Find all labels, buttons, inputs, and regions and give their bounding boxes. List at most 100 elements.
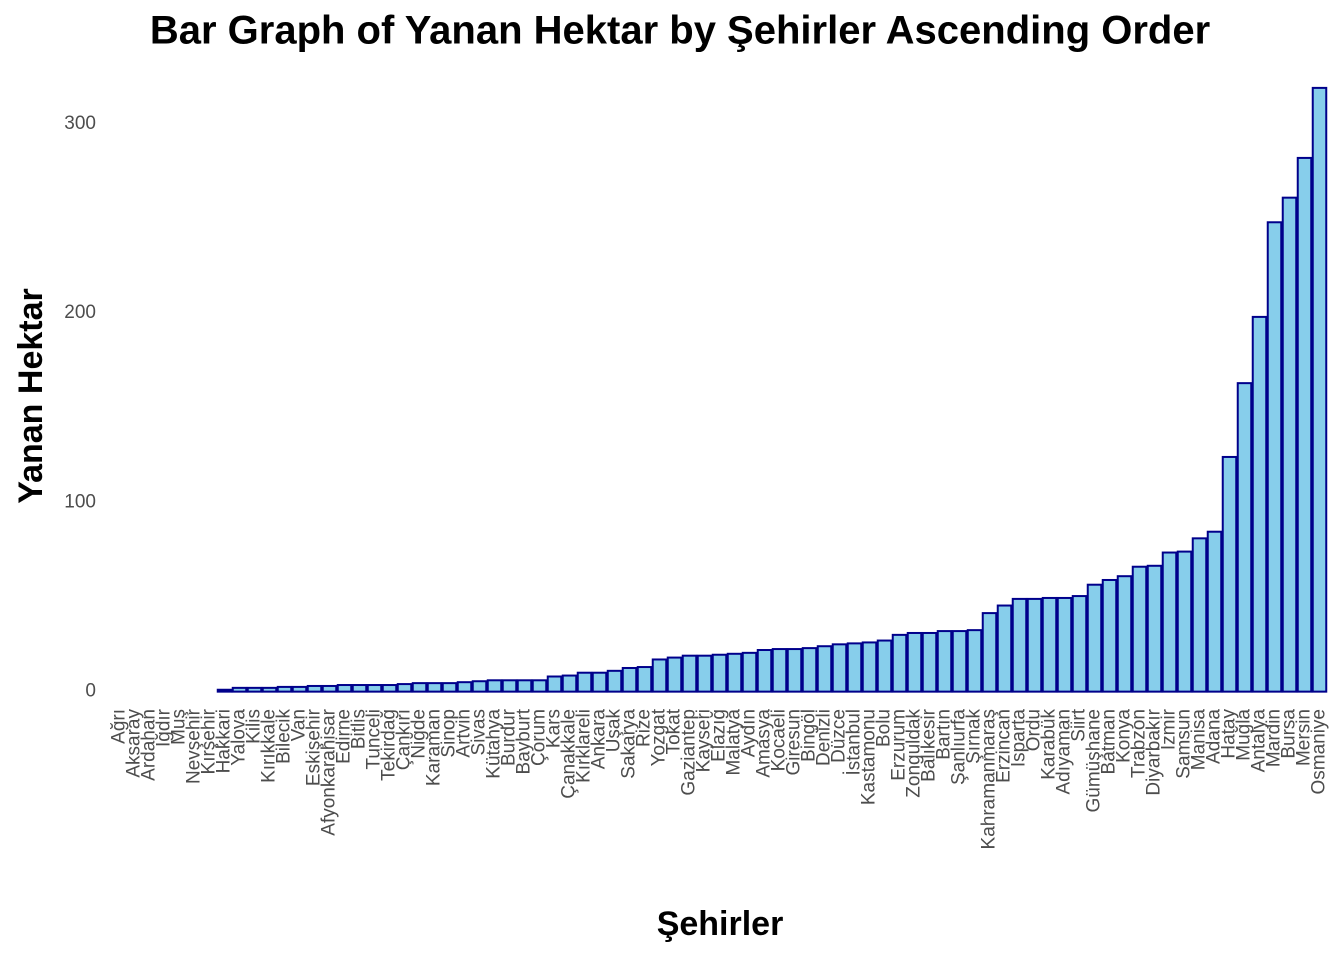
x-tick-label: Ağrı <box>109 709 130 744</box>
bar <box>1026 597 1043 693</box>
bar <box>231 686 248 693</box>
bar <box>291 685 308 693</box>
x-tick-label: Burdur <box>499 708 520 766</box>
x-tick-label: Sakarya <box>619 709 640 779</box>
x-tick-label: Çanakkale <box>559 709 580 799</box>
bar <box>576 671 593 693</box>
bar <box>1056 596 1073 693</box>
x-tick-label: Manisa <box>1189 709 1210 771</box>
x-tick-label: Kilis <box>244 709 265 744</box>
bar <box>1146 564 1163 693</box>
x-tick-label: Gümüşhane <box>1084 709 1105 813</box>
x-tick-label: Van <box>289 709 310 741</box>
bar <box>1281 196 1298 693</box>
bar <box>1221 455 1238 693</box>
y-tick-label: 100 <box>64 491 96 512</box>
bar <box>1266 221 1283 693</box>
x-tick-label: Çorum <box>529 709 550 766</box>
bar <box>1161 551 1178 693</box>
x-tick-label: Konya <box>1114 709 1135 763</box>
x-tick-label: Çankırı <box>394 709 415 770</box>
x-tick-label: İstanbul <box>844 709 865 776</box>
x-tick-label: Rize <box>634 709 655 747</box>
x-tick-label: Kayseri <box>694 709 715 772</box>
bar <box>861 641 878 693</box>
x-tick-label: Nevşehir <box>184 708 205 784</box>
x-tick-label: Uşak <box>604 709 625 753</box>
x-tick-label: Balıkesir <box>919 708 940 782</box>
bar <box>246 686 263 693</box>
x-tick-label: Muş <box>169 709 190 745</box>
bar <box>501 679 518 693</box>
bar <box>756 649 773 693</box>
x-tick-label: Bolu <box>874 709 895 747</box>
bar <box>486 679 503 693</box>
bar <box>666 656 683 693</box>
x-axis-label: Şehirler <box>657 905 784 943</box>
bar <box>1041 596 1058 693</box>
bar <box>681 654 698 693</box>
bar <box>546 675 563 693</box>
x-tick-label: Amasya <box>754 709 775 778</box>
x-tick-label: Ankara <box>589 709 610 770</box>
y-axis-label: Yanan Hektar <box>12 288 50 503</box>
bar <box>981 612 998 693</box>
x-tick-label: Sinop <box>439 709 460 758</box>
x-tick-label: Karabük <box>1039 709 1060 780</box>
bar <box>1176 550 1193 693</box>
x-tick-label: Düzce <box>829 709 850 763</box>
x-tick-label: Bursa <box>1279 709 1300 759</box>
x-tick-label: Mersin <box>1294 709 1315 766</box>
x-tick-label: Kastamonu <box>859 709 880 805</box>
bar <box>786 648 803 693</box>
x-tick-label: Ordu <box>1024 709 1045 751</box>
x-tick-label: Niğde <box>409 709 430 759</box>
bar <box>561 674 578 693</box>
bar <box>1116 575 1133 693</box>
x-tick-label: Kırşehir <box>199 708 220 774</box>
bar <box>696 654 713 693</box>
x-tick-label: Diyarbakır <box>1144 708 1165 795</box>
bar <box>591 671 608 693</box>
bar <box>471 680 488 693</box>
x-tick-label: Erzurum <box>889 709 910 781</box>
bar <box>1101 578 1118 693</box>
bar <box>441 682 458 693</box>
bar <box>996 604 1013 693</box>
bar <box>336 684 353 693</box>
x-tick-label: Sivas <box>469 709 490 755</box>
bar <box>906 631 923 693</box>
x-tick-label: Tunceli <box>364 709 385 770</box>
x-tick-label: Samsun <box>1174 709 1195 779</box>
x-tick-label: Hatay <box>1219 709 1240 759</box>
x-tick-label: Yozgat <box>649 708 670 766</box>
x-tick-label: Şırnak <box>964 709 985 764</box>
x-tick-label: Muğla <box>1234 709 1255 761</box>
x-tick-label: Trabzon <box>1129 709 1150 778</box>
x-tick-label: Erzincan <box>994 709 1015 783</box>
bar <box>951 630 968 693</box>
bar <box>396 683 413 693</box>
x-tick-label: Gaziantep <box>679 709 700 796</box>
x-tick-label: Kırıkkale <box>259 709 280 783</box>
x-tick-label: Iğdır <box>154 708 175 747</box>
bar <box>1236 382 1253 693</box>
y-tick-label: 300 <box>64 113 96 134</box>
x-tick-label: Tekirdağ <box>379 709 400 781</box>
bar <box>381 684 398 693</box>
bar <box>426 682 443 693</box>
bar <box>876 639 893 693</box>
bar <box>1086 583 1103 693</box>
x-tick-label: Osmaniye <box>1309 709 1330 795</box>
x-tick-label: Yalova <box>229 709 250 766</box>
x-tick-label: Edirne <box>334 709 355 764</box>
x-tick-label: Siirt <box>1069 708 1090 741</box>
x-tick-label: Kars <box>544 709 565 748</box>
bar <box>1191 537 1208 693</box>
bar <box>366 684 383 693</box>
x-tick-label: Artvin <box>454 709 475 758</box>
x-tick-label: Afyonkarahisar <box>319 708 340 835</box>
bar <box>846 642 863 693</box>
bar <box>741 651 758 693</box>
